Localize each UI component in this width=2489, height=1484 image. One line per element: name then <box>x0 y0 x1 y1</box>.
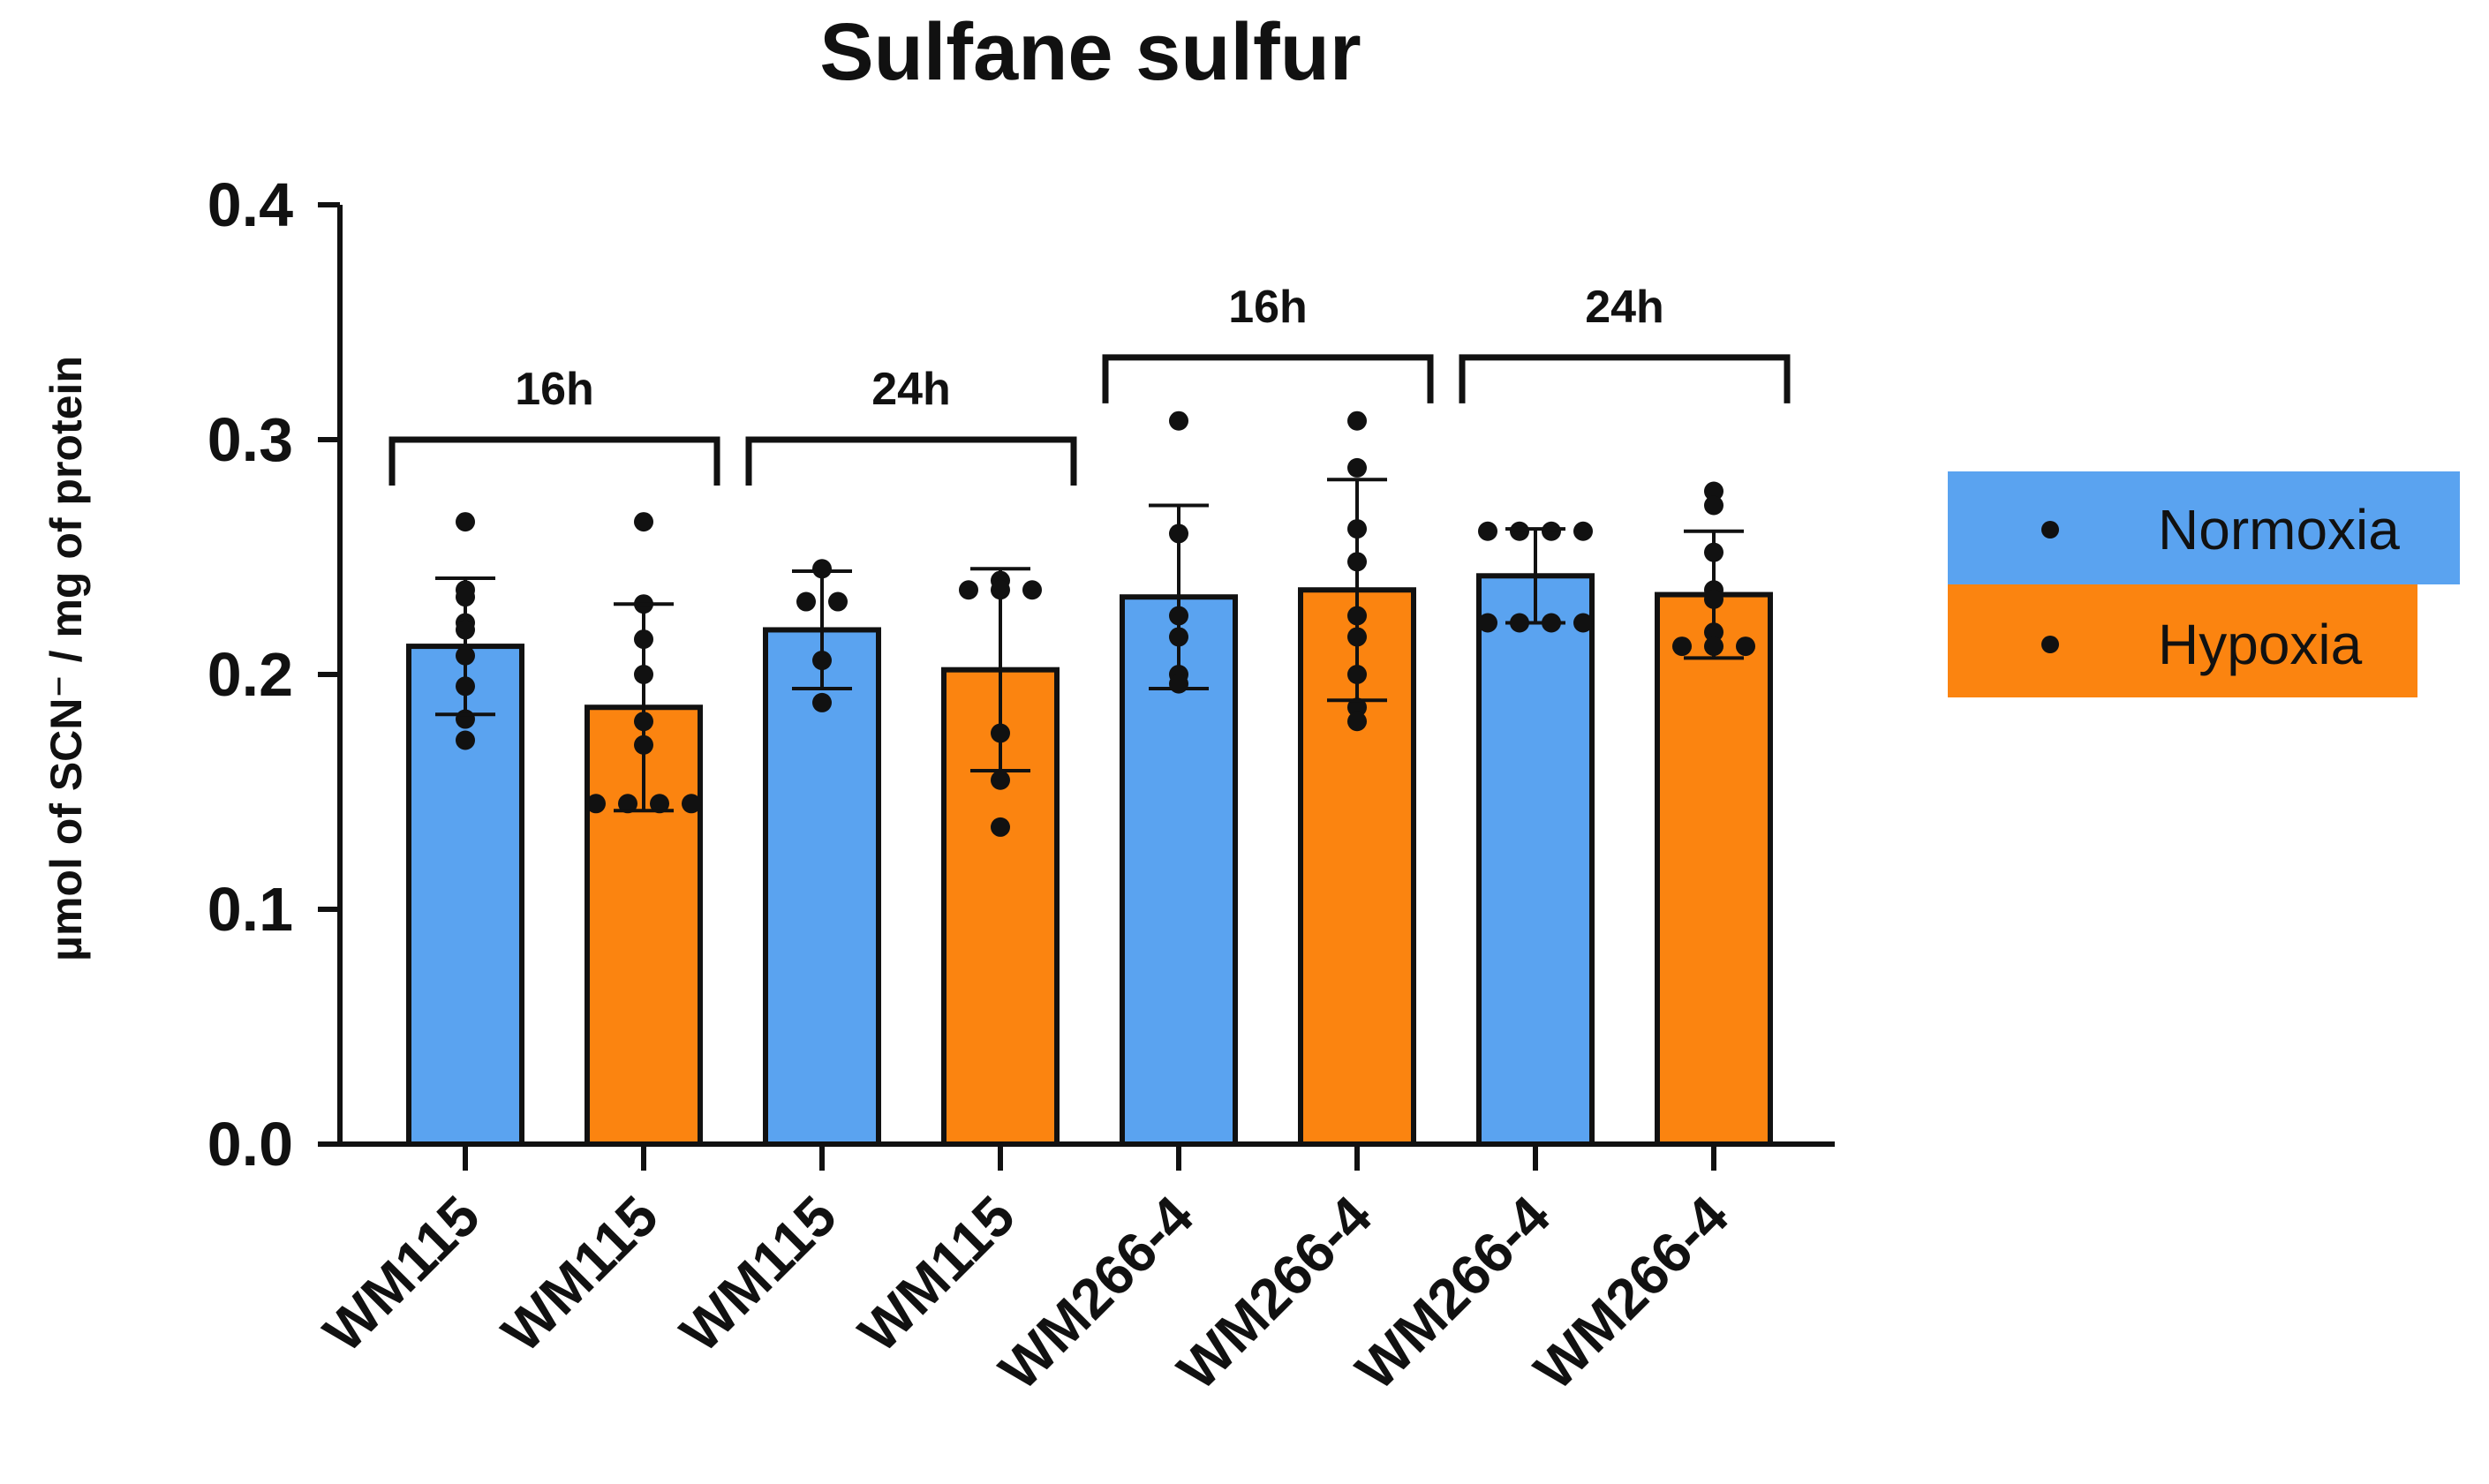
data-point <box>1573 521 1593 541</box>
data-point <box>828 591 848 612</box>
data-point <box>456 730 475 750</box>
data-point <box>1478 613 1497 633</box>
error-bars <box>435 478 1744 813</box>
group-bracket <box>1102 354 1434 403</box>
data-point <box>634 512 653 532</box>
data-point <box>796 591 816 612</box>
data-point <box>1347 697 1367 718</box>
data-point <box>1672 637 1692 657</box>
x-tick-label: WM266-4 <box>987 1184 1205 1402</box>
group-bracket-label: 24h <box>1585 282 1664 333</box>
data-point <box>991 817 1010 837</box>
y-tick-label: 0.4 <box>207 170 293 239</box>
data-point <box>1478 521 1497 541</box>
x-tick-label: WM266-4 <box>1165 1184 1384 1402</box>
x-tick-label: WM115 <box>847 1184 1027 1364</box>
group-bracket-label: 16h <box>1228 282 1308 333</box>
y-tick-label: 0.1 <box>207 875 293 944</box>
group-brackets: 16h 24h 16h 24h <box>388 282 1791 486</box>
data-point <box>1704 495 1723 516</box>
bars <box>406 573 1773 1147</box>
data-point <box>650 794 669 814</box>
group-bracket <box>745 436 1077 486</box>
x-tick-label: WM266-4 <box>1344 1184 1562 1402</box>
data-point <box>456 512 475 532</box>
data-point <box>1169 411 1188 431</box>
x-tick-label: WM115 <box>312 1184 492 1364</box>
group-bracket <box>1459 354 1791 403</box>
bar-normoxia <box>1476 573 1595 1147</box>
data-point <box>682 794 701 814</box>
y-tick-label: 0.3 <box>207 405 293 474</box>
group-bracket-label: 24h <box>871 364 951 415</box>
bar-normoxia <box>406 644 524 1147</box>
legend: Normoxia Hypoxia <box>1948 471 2460 697</box>
x-tick-label: WM115 <box>490 1184 670 1364</box>
group-bracket <box>388 436 720 486</box>
group-bracket-label: 16h <box>515 364 594 415</box>
data-point <box>1347 712 1367 732</box>
data-point <box>1347 411 1367 431</box>
x-ticks: WM115WM115WM115WM115WM266-4WM266-4WM266-… <box>312 1144 1740 1402</box>
legend-hypoxia-swatch <box>1948 584 2417 697</box>
legend-hypoxia-marker <box>2041 636 2059 653</box>
data-point <box>618 794 637 814</box>
data-point <box>586 794 606 814</box>
y-tick-label: 0.0 <box>207 1110 293 1179</box>
data-point <box>1347 457 1367 478</box>
y-axis-label: µmol of SCN⁻ / mg of protein <box>41 356 91 961</box>
legend-hypoxia-label: Hypoxia <box>2158 613 2363 676</box>
data-point <box>991 770 1010 790</box>
data-point <box>1022 580 1042 600</box>
y-axis: µmol of SCN⁻ / mg of protein 0.00.10.20.… <box>41 170 340 1179</box>
data-point <box>812 692 832 712</box>
data-point <box>1704 481 1723 501</box>
x-tick-label: WM266-4 <box>1522 1184 1740 1402</box>
data-point <box>1510 521 1529 541</box>
y-tick-label: 0.2 <box>207 640 293 709</box>
data-point <box>1573 613 1593 633</box>
chart-title: Sulfane sulfur <box>819 7 1361 97</box>
legend-normoxia-label: Normoxia <box>2158 498 2400 561</box>
x-tick-label: WM115 <box>668 1184 849 1364</box>
data-point <box>1736 637 1755 657</box>
legend-normoxia-swatch <box>1948 471 2460 584</box>
data-point <box>959 580 978 600</box>
bar-hypoxia <box>1655 591 1773 1147</box>
y-ticks: 0.0 0.1 0.2 0.3 0.4 <box>207 170 340 1179</box>
legend-normoxia-marker <box>2041 521 2059 539</box>
data-point <box>1542 521 1561 541</box>
data-point <box>812 559 832 579</box>
